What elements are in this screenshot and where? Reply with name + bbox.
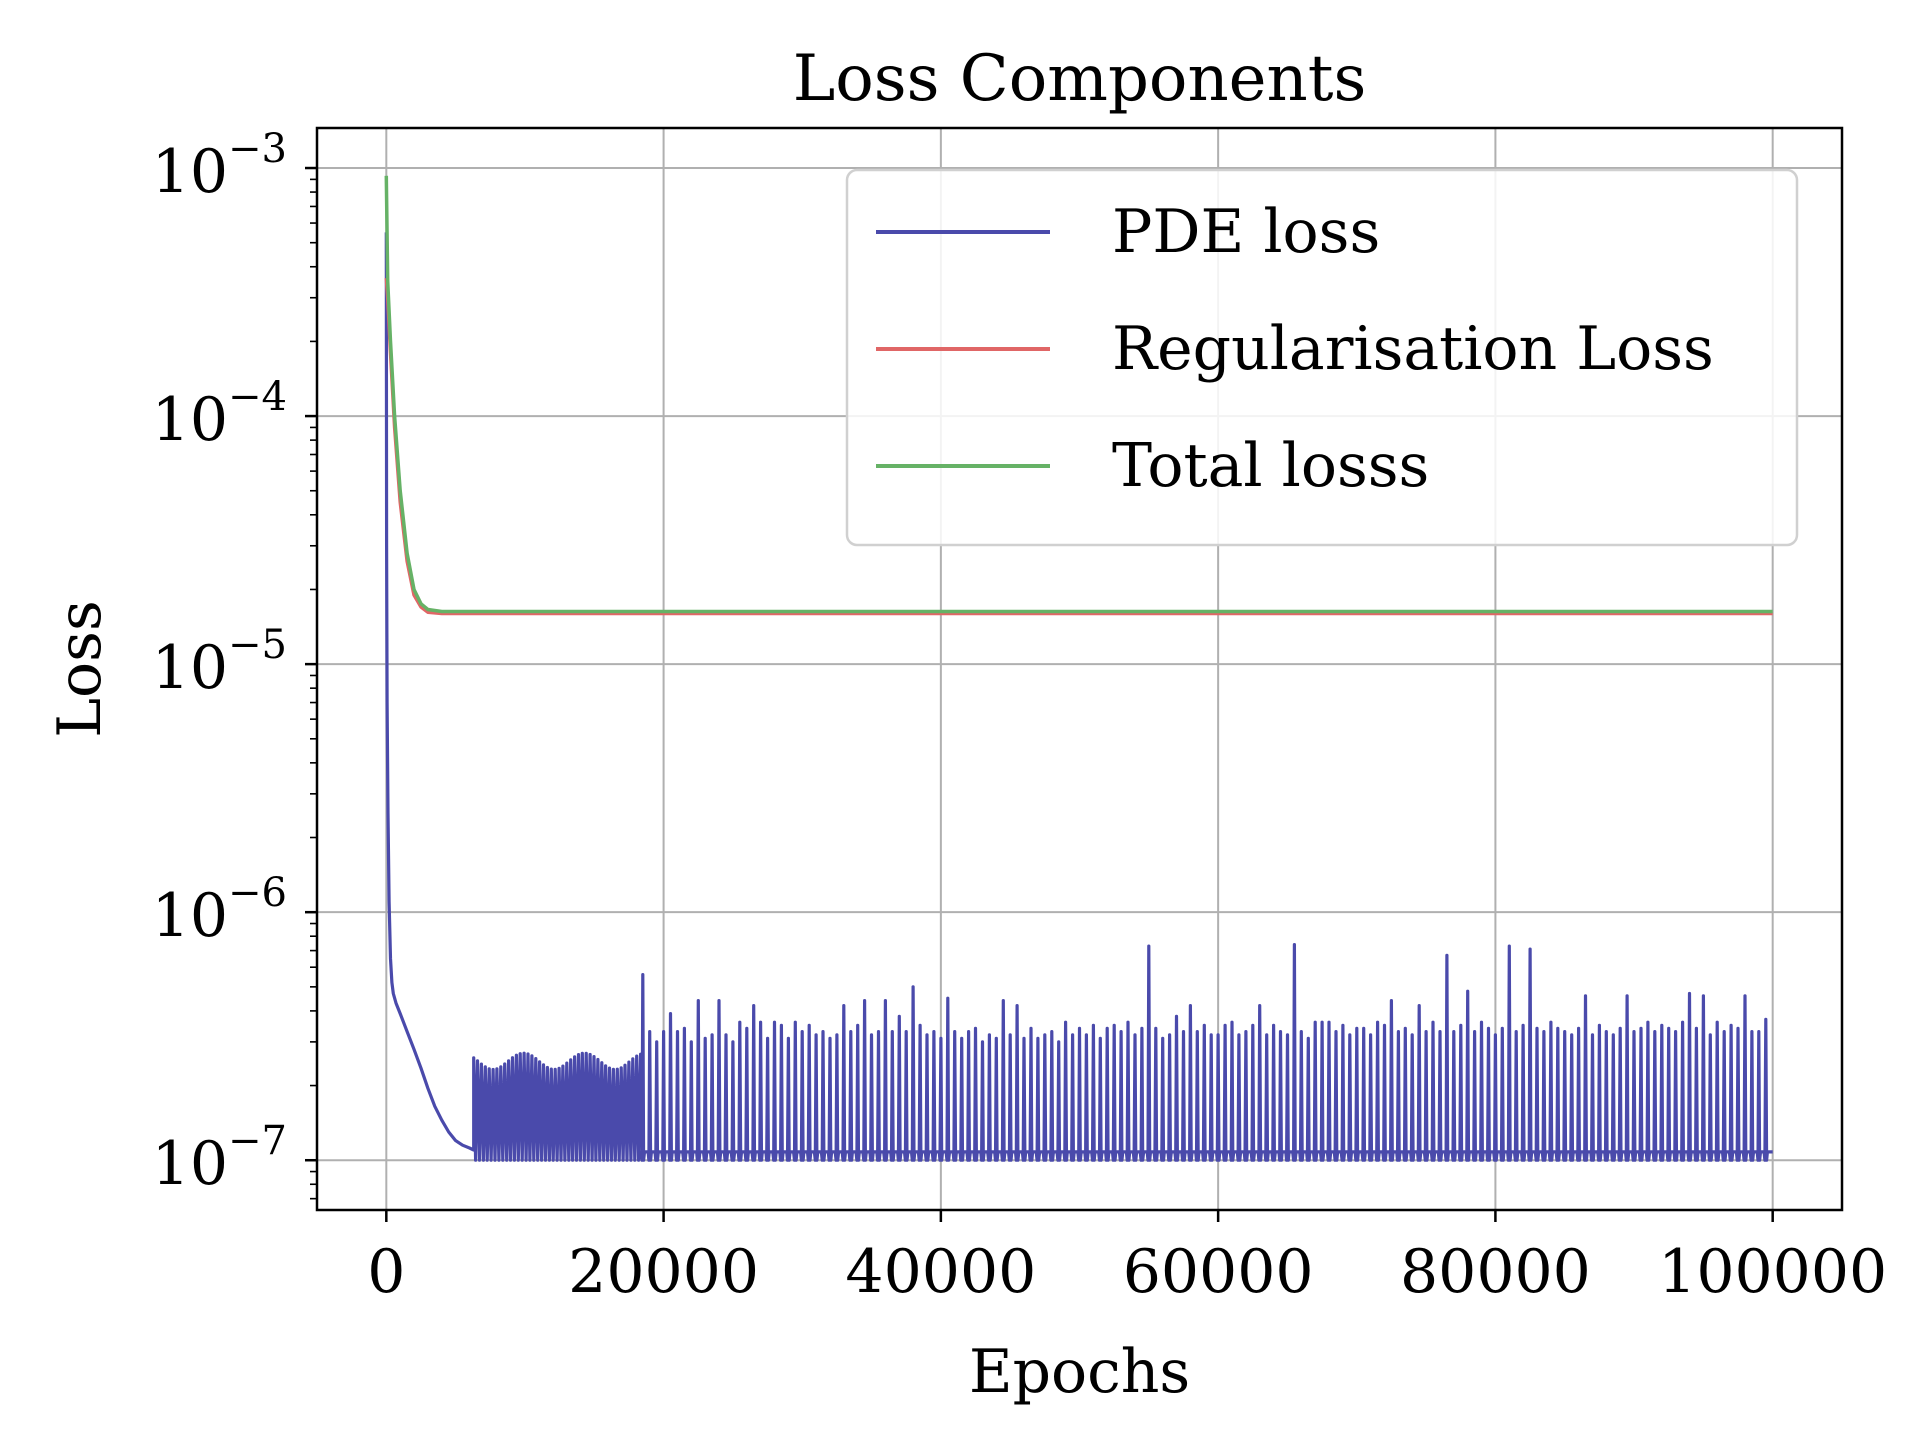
y-tick-base: 10 <box>152 137 228 207</box>
x-tick-label: 20000 <box>568 1237 759 1307</box>
y-tick-exponent: −7 <box>228 1118 287 1164</box>
series-line-total-loss <box>384 175 1773 614</box>
x-tick-label: 100000 <box>1658 1237 1887 1307</box>
legend: PDE loss Regularisation Loss Total losss <box>845 168 1799 547</box>
y-tick-label: 10−7 <box>152 1118 287 1199</box>
y-tick-base: 10 <box>152 633 228 703</box>
y-tick-label: 10−6 <box>152 870 287 951</box>
y-axis-label: Loss <box>45 600 115 738</box>
series-line-pde-loss <box>384 232 1773 1162</box>
y-tick-base: 10 <box>152 1129 228 1199</box>
series-lines <box>384 175 1773 1162</box>
y-tick-exponent: −5 <box>228 622 287 668</box>
y-tick-exponent: −4 <box>228 374 287 420</box>
axis-ticks: 0 20000 40000 60000 80000 10000010−710−610−51… <box>152 126 1888 1307</box>
x-tick-label: 80000 <box>1400 1237 1591 1307</box>
y-tick-base: 10 <box>152 385 228 455</box>
y-tick-label: 10−3 <box>152 126 287 207</box>
x-tick-label: 0 <box>367 1237 405 1307</box>
y-tick-exponent: −3 <box>228 126 287 172</box>
x-tick-label: 60000 <box>1123 1237 1314 1307</box>
x-tick-label: 40000 <box>845 1237 1036 1307</box>
legend-entry: Regularisation Loss <box>1112 314 1714 384</box>
chart-title: Loss Components <box>793 42 1367 116</box>
y-tick-label: 10−4 <box>152 374 287 455</box>
y-tick-base: 10 <box>152 881 228 951</box>
y-tick-label: 10−5 <box>152 622 287 703</box>
plot-frame <box>315 126 1844 1212</box>
legend-entry: Total losss <box>1112 431 1429 501</box>
y-tick-exponent: −6 <box>228 870 287 916</box>
legend-entry: PDE loss <box>1112 197 1380 267</box>
legend-box <box>845 168 1799 547</box>
x-axis-label: Epochs <box>969 1337 1190 1407</box>
